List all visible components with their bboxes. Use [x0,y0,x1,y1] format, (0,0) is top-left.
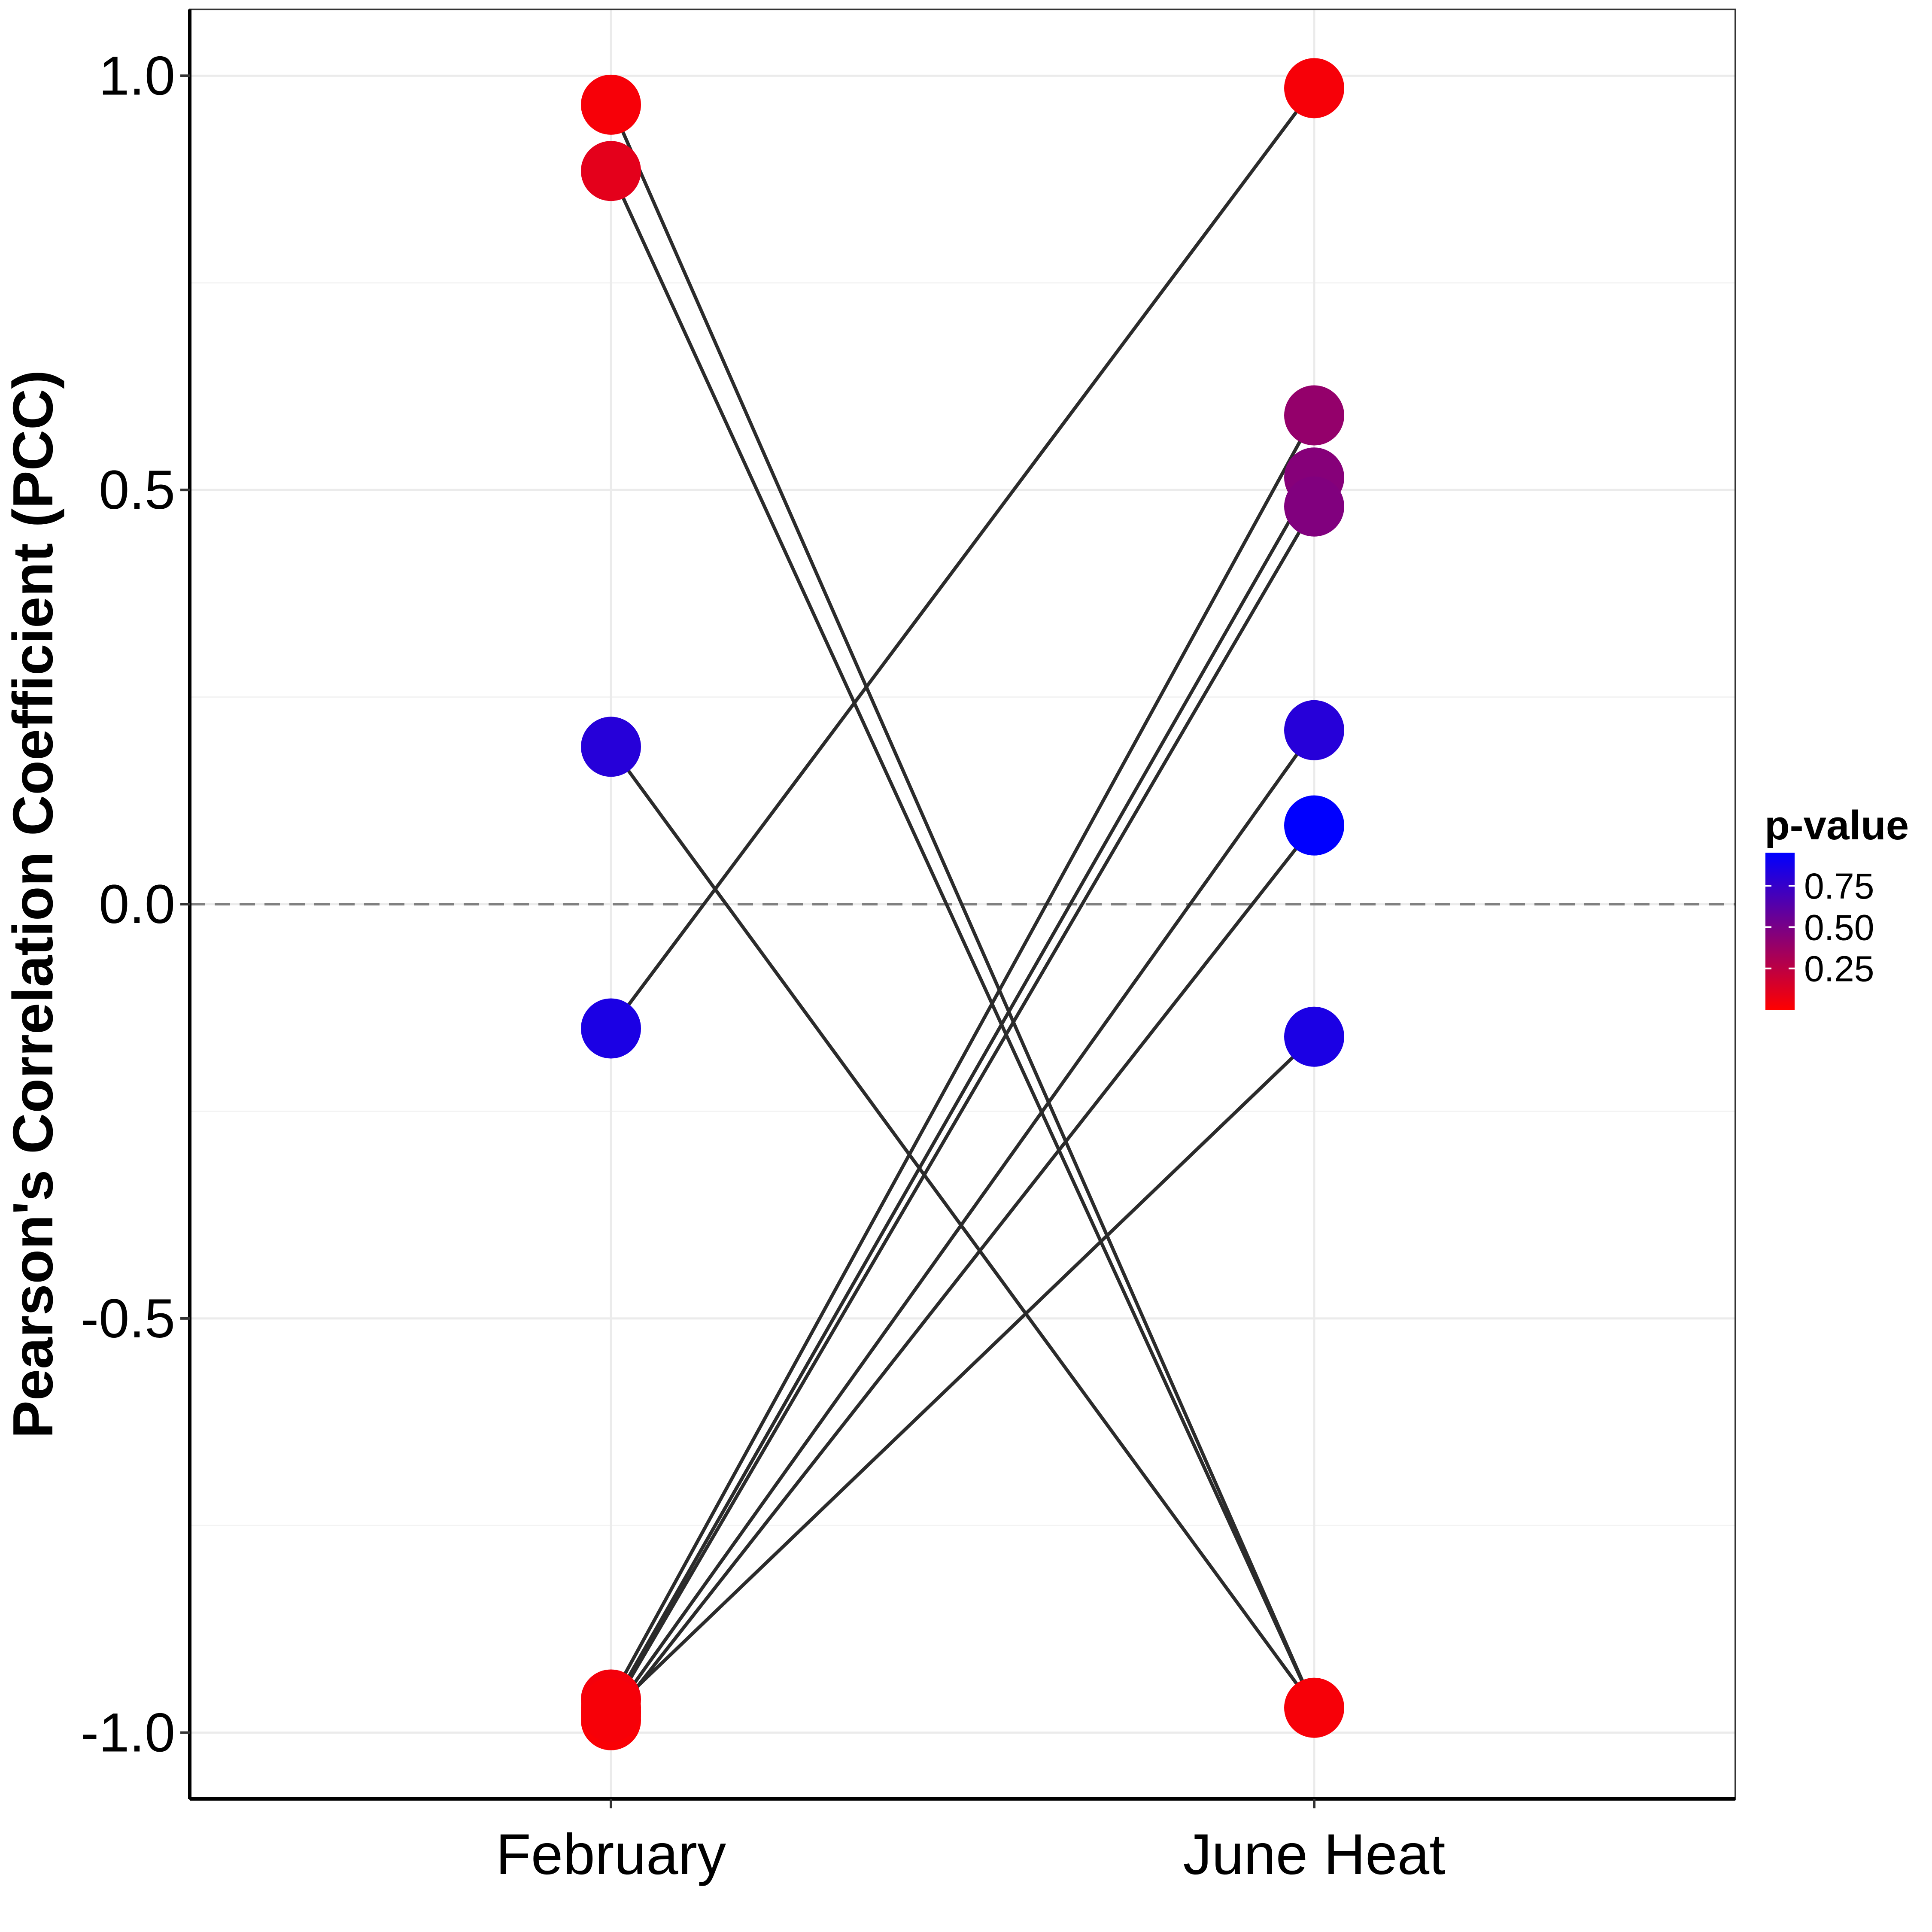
y-tick-label: -1.0 [80,1702,175,1764]
y-tick-label: 0.5 [99,459,175,521]
february-point [581,74,641,135]
point-layer [581,58,1344,1750]
february-point [581,998,641,1059]
june-heat-point [1284,1677,1344,1738]
connector-line-layer [609,87,1316,1722]
y-tick-label: 0.0 [99,874,175,935]
legend-title: p-value [1765,802,1909,848]
legend-colorbar [1765,853,1795,1010]
connector-line [609,414,1316,1701]
june-heat-point [1284,58,1344,118]
connector-line [609,477,1316,1709]
february-point [581,1682,641,1742]
x-tick-label: June Heat [1183,1823,1446,1886]
connector-line [609,729,1316,1717]
connector-line [609,170,1316,1709]
june-heat-point [1284,476,1344,537]
connector-line [609,746,1316,1709]
y-tick-label: 1.0 [99,45,175,106]
june-heat-point [1284,1006,1344,1067]
connector-line [609,87,1316,1030]
june-heat-point [1284,795,1344,856]
february-point [581,717,641,777]
legend-ticks: 0.250.500.75 [1765,866,1874,989]
x-tick-label: February [496,1823,726,1886]
legend-tick-label: 0.75 [1804,866,1874,906]
legend-tick-label: 0.50 [1804,907,1874,948]
connector-line [609,505,1316,1713]
y-axis-title: Pearson's Correlation Coefficient (PCC) [1,370,64,1438]
legend-tick-label: 0.25 [1804,949,1874,989]
connector-line [609,824,1316,1722]
legend: p-value 0.250.500.75 [1765,802,1909,1010]
february-point [581,141,641,201]
connector-line [609,104,1316,1709]
june-heat-point [1284,385,1344,446]
june-heat-point [1284,700,1344,760]
axis-layer: 1.0 0.5 0.0 -0.5 -1.0 February June Heat [80,9,1736,1886]
y-tick-label: -0.5 [80,1288,175,1349]
connector-line [610,1035,1315,1713]
